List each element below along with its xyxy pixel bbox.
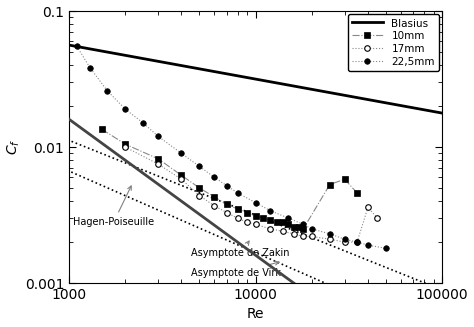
22,5mm [104, 89, 110, 93]
10mm [253, 214, 258, 218]
10mm [179, 173, 184, 177]
22,5mm [140, 121, 146, 125]
17mm [365, 205, 371, 209]
10mm [291, 225, 297, 229]
10mm [122, 142, 128, 146]
22,5mm [365, 243, 371, 247]
17mm [155, 162, 161, 166]
22,5mm [354, 240, 360, 244]
X-axis label: Re: Re [247, 307, 264, 321]
17mm [327, 237, 333, 241]
17mm [235, 216, 240, 220]
17mm [267, 227, 273, 231]
22,5mm [301, 222, 306, 226]
Text: Asymptote de Virk: Asymptote de Virk [191, 261, 281, 278]
Blasius [329, 91, 335, 95]
Line: 22,5mm: 22,5mm [74, 43, 389, 251]
22,5mm [286, 216, 292, 220]
10mm [261, 216, 266, 220]
10mm [211, 195, 217, 199]
17mm [211, 204, 217, 208]
10mm [342, 177, 347, 181]
17mm [309, 234, 315, 238]
Blasius [102, 50, 108, 54]
10mm [224, 202, 229, 206]
Line: 17mm: 17mm [122, 144, 380, 245]
Text: Asymptote de Zakin: Asymptote de Zakin [191, 241, 290, 258]
17mm [122, 145, 128, 149]
10mm [301, 227, 306, 231]
22,5mm [88, 66, 93, 70]
Text: Hagen-Poiseuille: Hagen-Poiseuille [73, 186, 154, 227]
10mm [354, 191, 360, 195]
17mm [253, 222, 258, 226]
22,5mm [179, 151, 184, 155]
17mm [374, 216, 380, 220]
10mm [286, 222, 292, 226]
10mm [244, 211, 250, 215]
22,5mm [253, 201, 258, 205]
10mm [197, 186, 202, 190]
10mm [296, 225, 301, 229]
22,5mm [267, 209, 273, 213]
10mm [267, 218, 273, 222]
Line: 10mm: 10mm [99, 127, 360, 232]
17mm [301, 234, 306, 238]
Blasius [371, 99, 377, 103]
22,5mm [122, 107, 128, 111]
Y-axis label: $C_f$: $C_f$ [6, 139, 22, 155]
17mm [179, 177, 184, 181]
22,5mm [342, 237, 347, 241]
22,5mm [197, 164, 202, 168]
10mm [280, 220, 286, 224]
Blasius [373, 99, 379, 103]
17mm [197, 194, 202, 198]
10mm [99, 127, 105, 131]
22,5mm [224, 184, 229, 188]
22,5mm [383, 246, 389, 250]
Legend: Blasius, 10mm, 17mm, 22,5mm: Blasius, 10mm, 17mm, 22,5mm [347, 14, 439, 71]
10mm [155, 157, 161, 161]
Blasius [48, 40, 54, 44]
Blasius [194, 66, 200, 70]
17mm [244, 220, 250, 224]
10mm [235, 207, 240, 211]
10mm [274, 220, 280, 224]
22,5mm [327, 232, 333, 236]
22,5mm [235, 191, 240, 195]
10mm [327, 182, 333, 186]
Line: Blasius: Blasius [51, 42, 474, 123]
17mm [224, 211, 229, 215]
17mm [280, 229, 286, 233]
22,5mm [155, 134, 161, 138]
17mm [342, 240, 347, 244]
22,5mm [309, 227, 315, 231]
17mm [291, 232, 297, 236]
22,5mm [211, 175, 217, 179]
17mm [354, 240, 360, 244]
22,5mm [74, 44, 80, 48]
Blasius [225, 72, 231, 76]
